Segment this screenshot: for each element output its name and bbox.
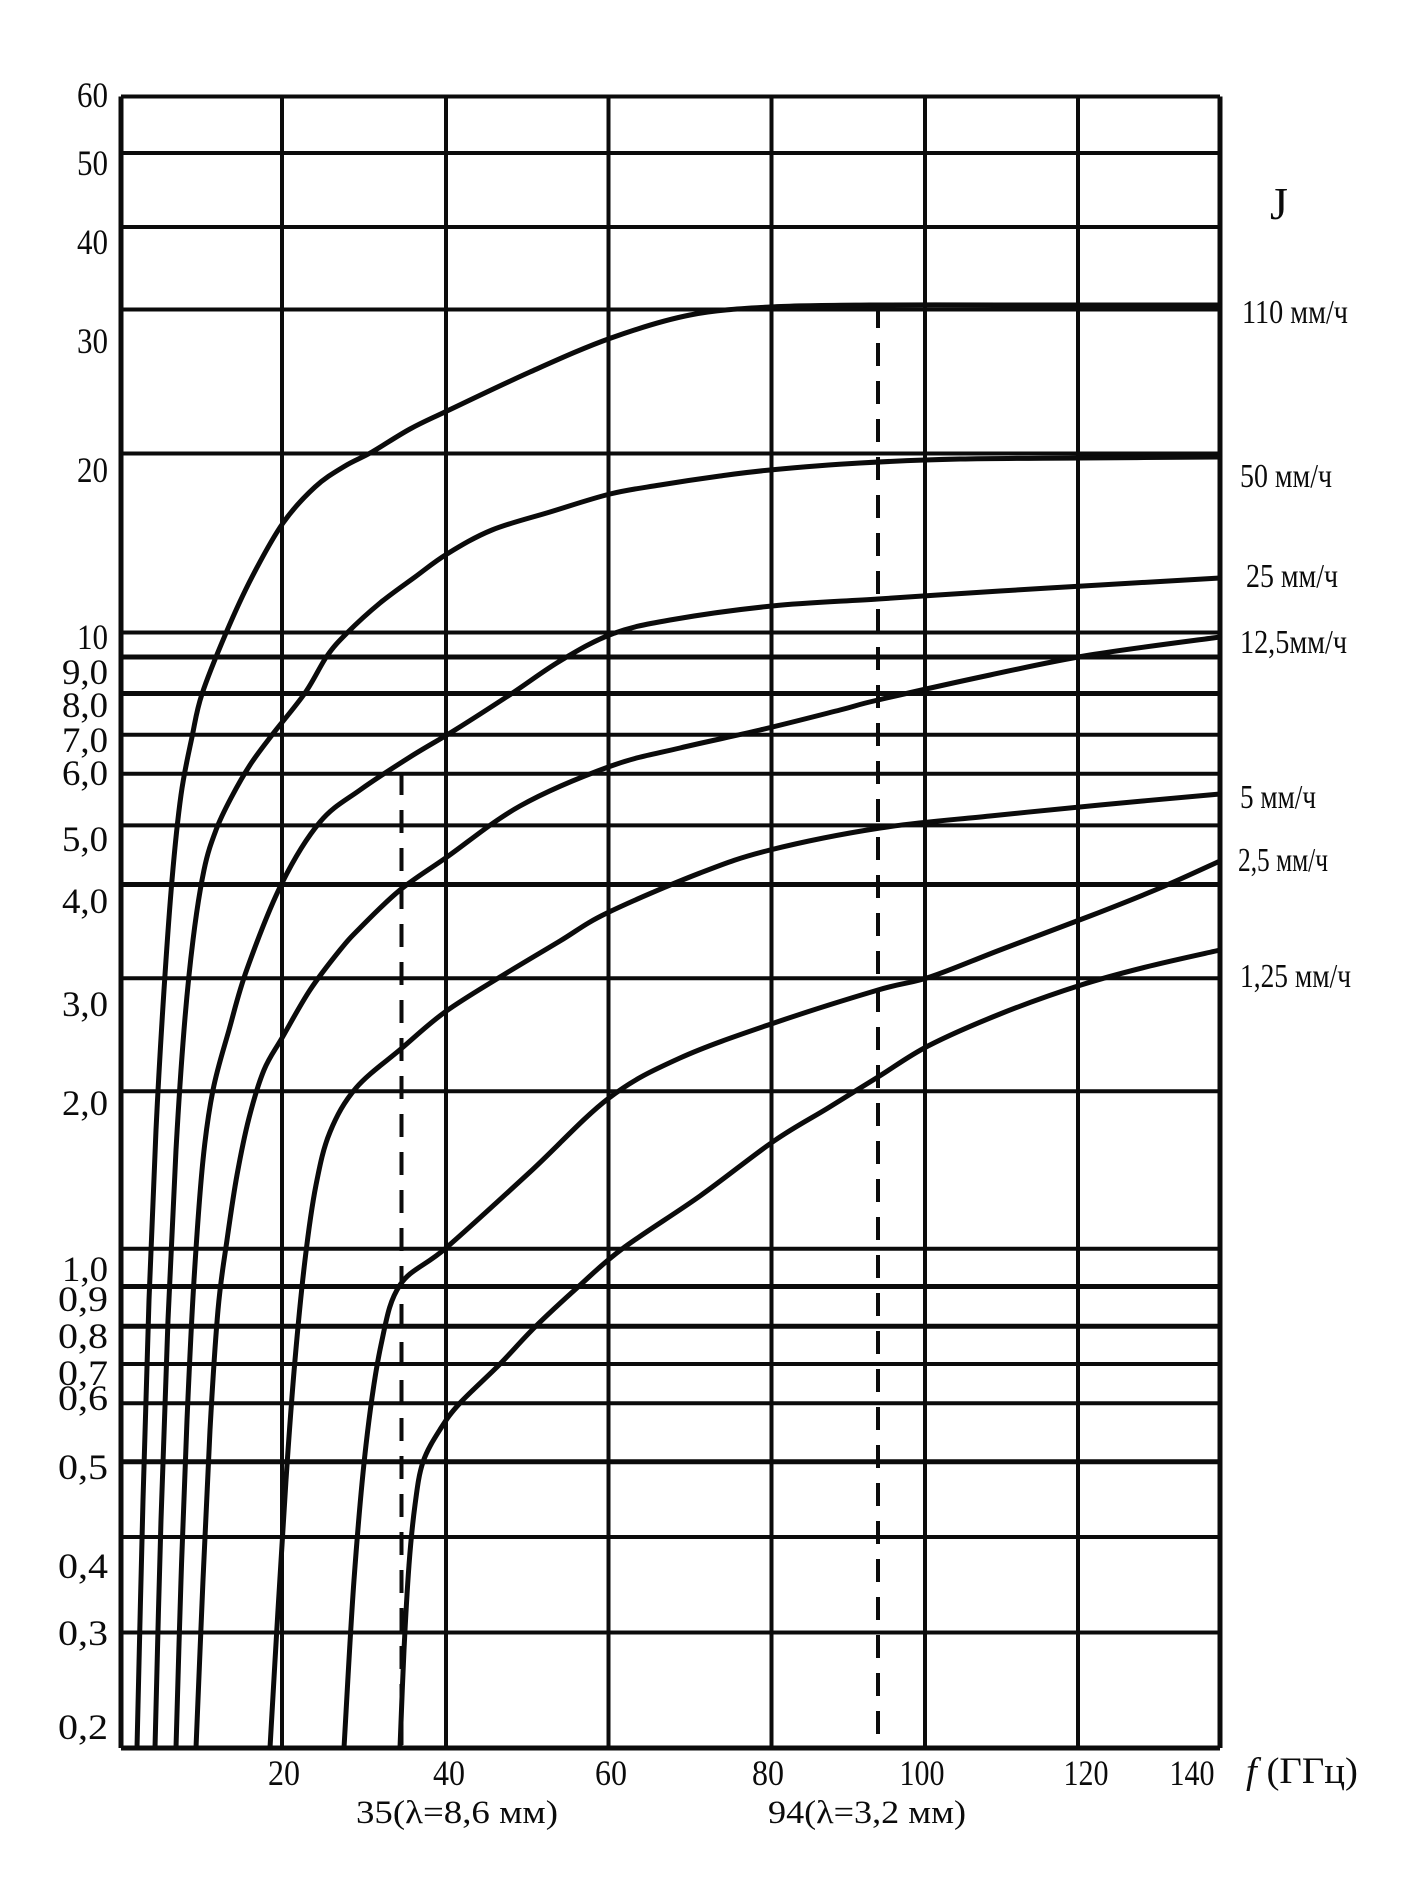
svg-text:60: 60 <box>595 1753 627 1793</box>
svg-text:J: J <box>1270 178 1288 229</box>
svg-text:1,0: 1,0 <box>62 1249 108 1289</box>
svg-text:12,5мм/ч: 12,5мм/ч <box>1240 624 1347 661</box>
svg-text:3,0: 3,0 <box>62 984 108 1024</box>
svg-text:35(λ=8,6 мм): 35(λ=8,6 мм) <box>356 1795 558 1831</box>
svg-text:0,4: 0,4 <box>58 1546 108 1586</box>
svg-text:10: 10 <box>77 617 108 657</box>
svg-text:0,9: 0,9 <box>58 1279 108 1319</box>
svg-text:30: 30 <box>77 321 108 361</box>
svg-text:2,0: 2,0 <box>62 1083 108 1123</box>
svg-text:40: 40 <box>433 1753 465 1793</box>
svg-text:50 мм/ч: 50 мм/ч <box>1240 458 1332 495</box>
svg-text:6,0: 6,0 <box>62 753 108 793</box>
svg-text:7,0: 7,0 <box>62 720 108 760</box>
svg-text:40: 40 <box>77 222 108 262</box>
svg-text:f (ГГц): f (ГГц) <box>1246 1751 1358 1792</box>
svg-text:5,0: 5,0 <box>62 819 108 859</box>
svg-text:20: 20 <box>77 450 108 490</box>
svg-text:94(λ=3,2 мм): 94(λ=3,2 мм) <box>768 1795 966 1831</box>
svg-text:80: 80 <box>752 1753 784 1793</box>
svg-text:140: 140 <box>1170 1753 1215 1793</box>
svg-text:8,0: 8,0 <box>62 685 108 725</box>
svg-text:2,5 мм/ч: 2,5 мм/ч <box>1238 842 1328 879</box>
svg-text:0,7: 0,7 <box>58 1353 108 1393</box>
svg-text:1,25 мм/ч: 1,25 мм/ч <box>1240 958 1351 995</box>
svg-text:25 мм/ч: 25 мм/ч <box>1246 558 1338 595</box>
svg-text:120: 120 <box>1064 1753 1109 1793</box>
svg-text:4,0: 4,0 <box>62 881 108 921</box>
svg-text:0,6: 0,6 <box>58 1378 108 1418</box>
svg-text:0,3: 0,3 <box>58 1613 108 1653</box>
svg-text:20: 20 <box>268 1753 300 1793</box>
svg-text:0,5: 0,5 <box>58 1447 108 1487</box>
svg-text:5 мм/ч: 5 мм/ч <box>1240 779 1316 816</box>
svg-text:9,0: 9,0 <box>62 652 108 692</box>
svg-text:50: 50 <box>77 143 108 183</box>
svg-text:0,2: 0,2 <box>58 1707 108 1747</box>
svg-text:100: 100 <box>900 1753 945 1793</box>
svg-text:0,8: 0,8 <box>58 1316 108 1356</box>
svg-text:110 мм/ч: 110 мм/ч <box>1242 294 1348 331</box>
svg-text:60: 60 <box>77 75 108 115</box>
